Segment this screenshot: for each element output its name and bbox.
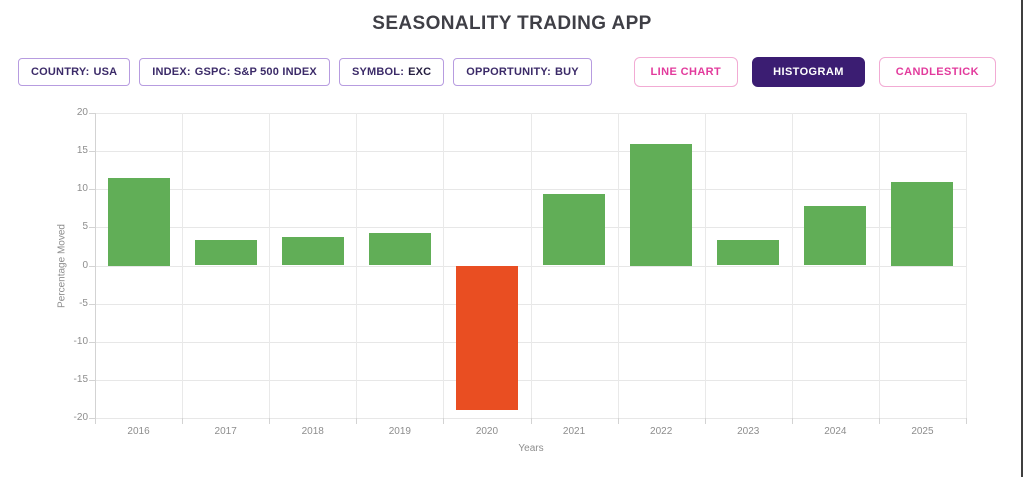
x-axis-tick <box>878 418 880 424</box>
x-axis-tick <box>530 418 532 424</box>
y-axis-tick <box>89 113 95 114</box>
gridline-vertical <box>966 113 967 418</box>
bar-2016[interactable] <box>107 177 170 266</box>
bar-2019[interactable] <box>368 233 431 266</box>
gridline-vertical <box>530 113 532 418</box>
x-tick-label: 2018 <box>301 426 324 437</box>
y-tick-label: 20 <box>76 107 88 118</box>
badge-opportunity-value: BUY <box>555 66 579 78</box>
gridline-vertical <box>356 113 358 418</box>
y-axis-tick <box>89 303 95 305</box>
x-axis-tick <box>617 418 619 424</box>
badge-opportunity-label: OPPORTUNITY: <box>466 66 551 78</box>
y-tick-label: 15 <box>76 145 88 157</box>
x-axis-tick <box>966 418 967 424</box>
x-tick-label: 2021 <box>562 426 586 437</box>
x-tick-label: 2016 <box>127 426 150 437</box>
badge-opportunity: OPPORTUNITY: BUY <box>453 58 592 86</box>
badge-index-value: GSPC: S&P 500 INDEX <box>194 66 317 78</box>
x-tick-label: 2017 <box>214 426 237 437</box>
badge-country: COUNTRY: USA <box>18 58 131 86</box>
bar-2023[interactable] <box>717 239 780 266</box>
bar-2022[interactable] <box>630 143 693 266</box>
y-tick-label: -20 <box>73 412 88 423</box>
x-axis-tick <box>269 418 271 424</box>
y-tick-label: 0 <box>82 259 88 271</box>
badge-country-label: COUNTRY: <box>31 66 90 78</box>
line-chart-button[interactable]: LINE CHART <box>633 57 739 87</box>
badge-symbol-label: SYMBOL: <box>351 66 405 78</box>
bar-2018[interactable] <box>281 236 344 266</box>
bar-2017[interactable] <box>194 239 257 266</box>
gridline-vertical <box>704 113 706 418</box>
x-tick-label: 2020 <box>475 426 499 437</box>
bar-2020[interactable] <box>455 265 518 411</box>
badge-symbol-value: EXC <box>408 66 432 78</box>
x-axis-tick <box>791 418 793 424</box>
filter-badges: COUNTRY: USA INDEX: GSPC: S&P 500 INDEX SY… <box>18 58 592 86</box>
histogram-button[interactable]: HISTOGRAM <box>752 57 865 87</box>
y-axis-tick <box>89 227 95 229</box>
x-tick-label: 2024 <box>824 426 847 437</box>
y-tick-label: -10 <box>73 335 88 347</box>
badge-index: INDEX: GSPC: S&P 500 INDEX <box>139 58 330 86</box>
x-tick-label: 2022 <box>650 426 673 437</box>
y-axis-tick <box>89 151 95 153</box>
x-axis-tick <box>182 418 184 424</box>
gridline-vertical <box>269 113 271 418</box>
gridline-vertical <box>443 113 445 418</box>
x-axis-tick <box>704 418 706 424</box>
chart-type-buttons: LINE CHART HISTOGRAM CANDLESTICK <box>633 57 996 87</box>
x-axis-tick <box>356 418 358 424</box>
badge-symbol: SYMBOL: EXC <box>338 58 445 86</box>
header-row: COUNTRY: USA INDEX: GSPC: S&P 500 INDEX SY… <box>18 57 996 87</box>
badge-index-label: INDEX: <box>152 66 191 78</box>
y-axis-tick <box>89 265 95 267</box>
bar-2021[interactable] <box>543 193 606 266</box>
badge-country-value: USA <box>93 66 118 78</box>
bar-2025[interactable] <box>891 181 954 266</box>
gridline-vertical <box>95 113 96 418</box>
y-tick-label: 10 <box>76 183 88 195</box>
gridline-vertical <box>617 113 619 418</box>
y-axis-tick <box>89 341 95 343</box>
x-tick-label: 2025 <box>911 426 934 437</box>
candlestick-button[interactable]: CANDLESTICK <box>878 57 996 87</box>
gridline-vertical <box>182 113 184 418</box>
gridline-vertical <box>878 113 880 418</box>
x-axis-title: Years <box>518 443 544 454</box>
window-edge <box>1021 0 1023 477</box>
y-axis-tick <box>89 189 95 191</box>
x-tick-label: 2023 <box>737 426 760 437</box>
x-tick-label: 2019 <box>388 426 411 437</box>
bar-2024[interactable] <box>804 206 867 266</box>
y-axis-tick <box>89 379 95 381</box>
x-axis-tick <box>443 418 445 424</box>
gridline-vertical <box>791 113 793 418</box>
x-axis-tick <box>95 418 96 424</box>
y-tick-label: 5 <box>82 221 88 233</box>
y-tick-label: -15 <box>73 373 88 385</box>
y-axis-tick <box>89 418 95 419</box>
page-title: SEASONALITY TRADING APP <box>372 13 652 34</box>
y-tick-label: -5 <box>79 297 88 309</box>
